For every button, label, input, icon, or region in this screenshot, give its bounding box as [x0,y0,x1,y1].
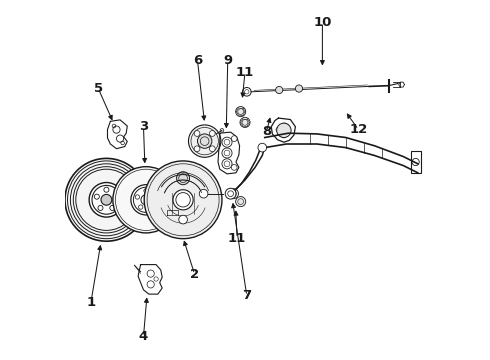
Circle shape [281,123,288,130]
Circle shape [131,185,161,215]
Circle shape [243,87,251,96]
Text: 9: 9 [223,54,232,67]
Circle shape [222,137,232,147]
Circle shape [231,165,237,170]
Circle shape [173,190,193,210]
Circle shape [144,161,222,239]
Text: 2: 2 [190,268,199,281]
Text: 11: 11 [228,232,246,245]
Circle shape [179,215,187,224]
Text: 7: 7 [242,289,251,302]
Circle shape [209,146,215,152]
Text: 6: 6 [193,54,202,67]
Circle shape [209,131,215,136]
Circle shape [222,148,232,158]
Circle shape [65,158,148,241]
Circle shape [275,86,283,94]
Circle shape [101,194,112,205]
Circle shape [258,143,267,152]
Circle shape [231,136,237,141]
Circle shape [176,172,190,185]
Text: 5: 5 [94,82,103,95]
Text: 4: 4 [139,330,148,343]
Text: 10: 10 [313,16,332,29]
Circle shape [222,159,232,169]
Bar [411,151,421,173]
Circle shape [194,146,200,152]
Circle shape [197,134,212,148]
Circle shape [194,131,200,136]
Circle shape [240,117,250,127]
Circle shape [189,125,221,157]
Text: 1: 1 [86,296,96,309]
Text: 11: 11 [236,66,254,78]
Circle shape [89,183,123,217]
Text: 3: 3 [139,120,148,133]
Text: 12: 12 [349,123,368,136]
Circle shape [236,107,245,117]
Circle shape [295,85,303,92]
Circle shape [228,189,239,199]
Circle shape [113,167,179,233]
Circle shape [277,123,291,138]
Text: 8: 8 [262,125,271,138]
Circle shape [236,197,245,207]
Circle shape [225,188,236,199]
Circle shape [199,189,208,198]
